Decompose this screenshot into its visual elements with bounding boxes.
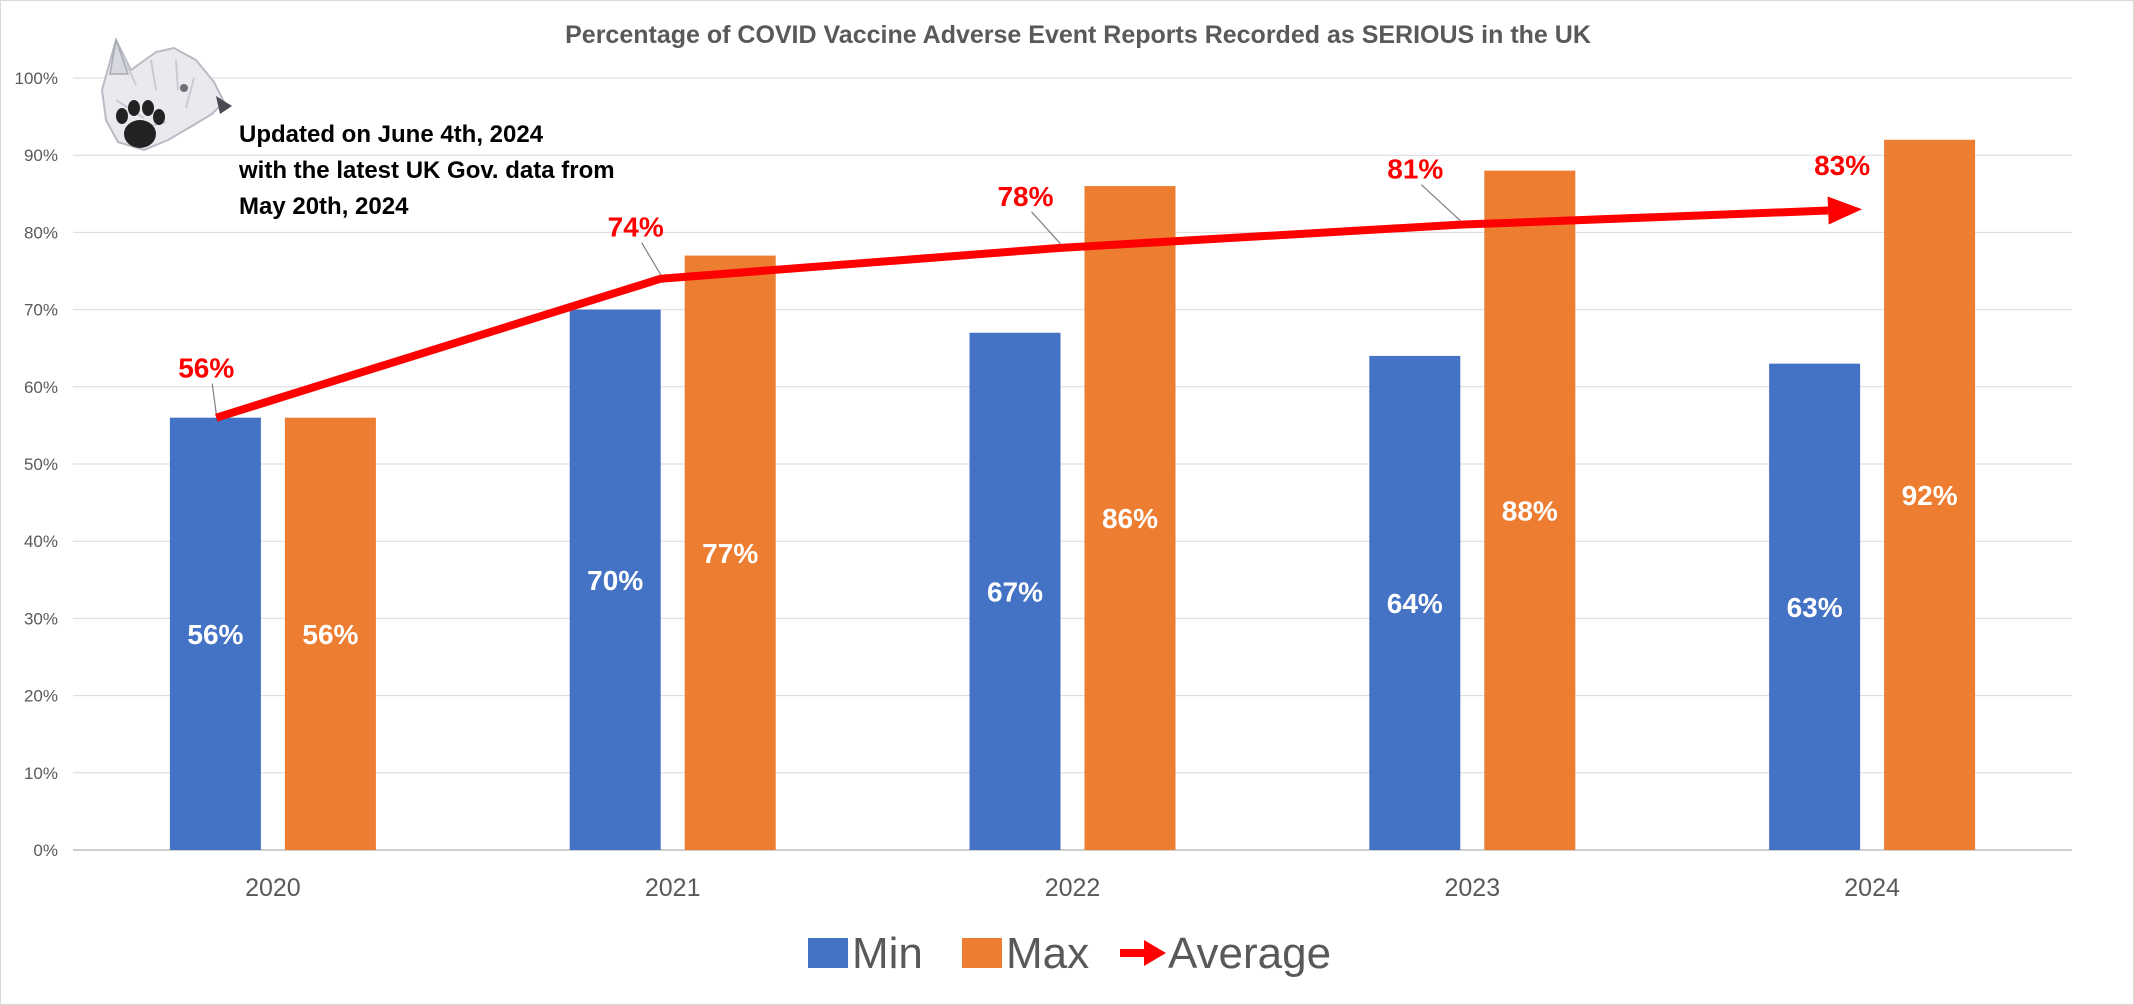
- average-line-path: [215, 206, 1829, 422]
- average-data-label: 56%: [178, 353, 234, 384]
- bar-max: [1484, 170, 1576, 850]
- y-tick-label: 10%: [24, 764, 58, 783]
- legend-item-average: Average: [1120, 929, 1331, 978]
- bar-max: [1084, 186, 1176, 850]
- bar-data-label: 56%: [187, 619, 243, 650]
- average-leader-line: [211, 383, 217, 414]
- y-tick-label: 70%: [24, 301, 58, 320]
- legend-label-max: Max: [1006, 929, 1089, 978]
- y-tick-label: 80%: [24, 223, 58, 242]
- bar-min: [569, 309, 661, 851]
- bar-data-label: 86%: [1102, 503, 1158, 534]
- x-tick-label: 2023: [1444, 874, 1500, 902]
- bar-data-label: 70%: [587, 565, 643, 596]
- bar-min: [1769, 363, 1861, 850]
- y-tick-label: 90%: [24, 146, 58, 165]
- average-leader-line: [1031, 211, 1061, 245]
- bar-data-label: 64%: [1387, 588, 1443, 619]
- legend-item-max: Max: [962, 929, 1089, 978]
- bar-min: [1369, 355, 1461, 850]
- update-note-line: Updated on June 4th, 2024: [239, 121, 544, 148]
- bar-max: [684, 255, 776, 850]
- bar-min: [169, 417, 261, 850]
- average-line: 56% 74% 78% 81% 83%: [178, 150, 1870, 422]
- legend-arrow-icon: [1144, 940, 1166, 966]
- x-tick-label: 2022: [1045, 874, 1101, 902]
- legend-swatch-min: [808, 938, 848, 968]
- bar-min: [969, 332, 1061, 850]
- wolf-logo-icon: [100, 37, 232, 152]
- y-tick-label: 60%: [24, 378, 58, 397]
- average-data-label: 78%: [997, 181, 1053, 212]
- y-tick-label: 40%: [24, 532, 58, 551]
- bar-data-label: 67%: [987, 576, 1043, 607]
- y-tick-label: 50%: [24, 455, 58, 474]
- y-tick-label: 20%: [24, 687, 58, 706]
- average-data-label: 74%: [608, 212, 664, 243]
- gridlines: [73, 77, 2072, 851]
- legend-label-min: Min: [852, 929, 923, 978]
- average-data-label: 83%: [1814, 150, 1870, 181]
- y-axis-ticks: 0% 10% 20% 30% 40% 50% 60% 70% 80% 90% 100%: [15, 69, 58, 860]
- average-leader-line: [1420, 184, 1461, 222]
- y-tick-label: 100%: [15, 69, 58, 88]
- bar-max: [1884, 139, 1976, 850]
- update-note-line: with the latest UK Gov. data from: [239, 157, 615, 184]
- average-data-label: 81%: [1387, 154, 1443, 185]
- update-note-line: May 20th, 2024: [239, 193, 409, 220]
- bar-max: [284, 417, 376, 850]
- bar-data-label: 92%: [1902, 480, 1958, 511]
- x-tick-label: 2021: [645, 874, 701, 902]
- x-axis-ticks: 2020 2021 2022 2023 2024: [245, 874, 1900, 902]
- y-tick-label: 0%: [33, 841, 58, 860]
- legend-swatch-max: [962, 938, 1002, 968]
- bar-data-label: 56%: [302, 619, 358, 650]
- average-arrowhead-icon: [1827, 196, 1863, 225]
- bars: 56% 56% 70% 77% 67% 86% 64% 88% 63% 92%: [169, 139, 1976, 851]
- legend-label-average: Average: [1168, 929, 1331, 978]
- bar-data-label: 77%: [702, 538, 758, 569]
- legend: Min Max Average: [808, 929, 1331, 978]
- x-tick-label: 2024: [1844, 874, 1900, 902]
- chart-title: Percentage of COVID Vaccine Adverse Even…: [565, 21, 1591, 49]
- legend-item-min: Min: [808, 929, 923, 978]
- y-tick-label: 30%: [24, 609, 58, 628]
- bar-data-label: 88%: [1502, 495, 1558, 526]
- x-tick-label: 2020: [245, 874, 301, 902]
- bar-data-label: 63%: [1787, 592, 1843, 623]
- average-leader-line: [641, 242, 662, 276]
- update-note: Updated on June 4th, 2024 with the lates…: [239, 117, 615, 225]
